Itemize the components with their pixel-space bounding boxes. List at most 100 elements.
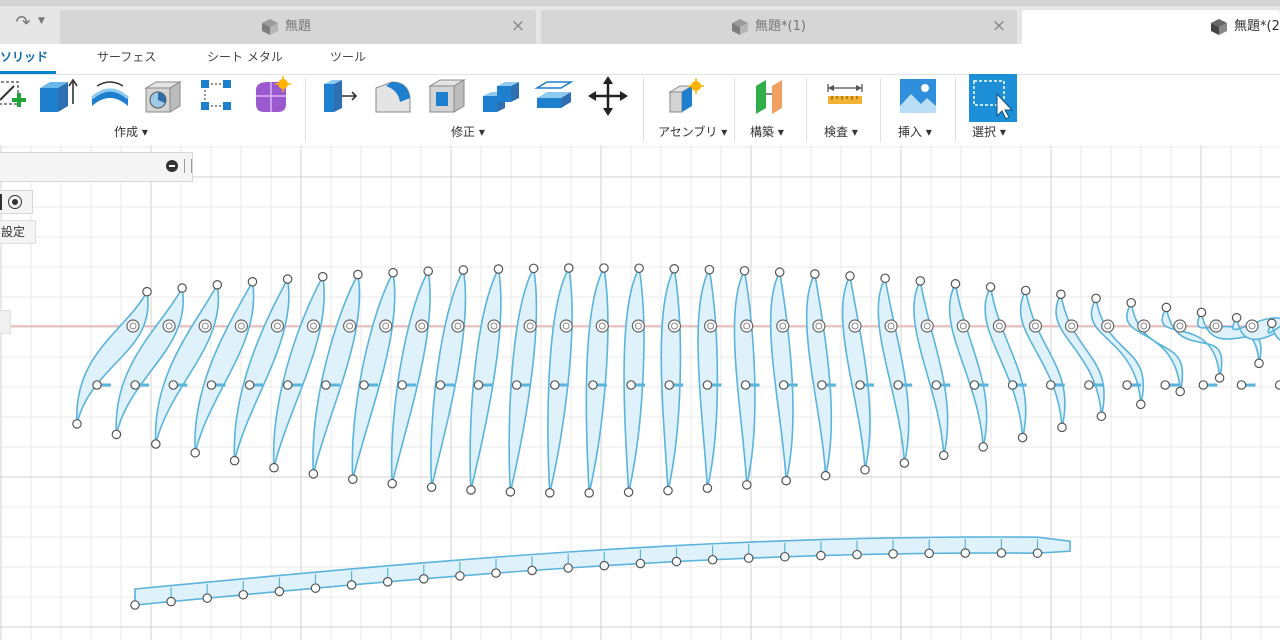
origin-point[interactable] [162, 319, 176, 333]
origin-point-inner[interactable] [382, 322, 390, 330]
bottom-point[interactable] [781, 475, 791, 486]
origin-point-inner[interactable] [1104, 322, 1112, 330]
top-point[interactable] [212, 279, 223, 290]
spar-point[interactable] [274, 586, 285, 597]
combine-icon[interactable] [479, 76, 521, 116]
insert-image-icon[interactable] [897, 76, 939, 116]
top-point[interactable] [563, 263, 574, 273]
create-form-icon[interactable] [250, 76, 292, 116]
origin-point-inner[interactable] [707, 322, 715, 330]
bottom-point[interactable] [347, 474, 358, 484]
spar-point[interactable] [202, 593, 212, 603]
top-point[interactable] [950, 279, 961, 289]
origin-point[interactable] [884, 319, 898, 333]
mid-point[interactable] [282, 380, 293, 390]
origin-point[interactable] [920, 319, 934, 333]
top-point[interactable] [634, 263, 644, 274]
top-point[interactable] [880, 273, 890, 284]
top-point[interactable] [985, 282, 996, 292]
document-tab-3-active[interactable]: 無題*(2 [1022, 10, 1280, 44]
origin-point-inner[interactable] [634, 322, 642, 330]
origin-point-inner[interactable] [851, 322, 859, 330]
origin-point[interactable] [451, 319, 465, 333]
mid-point[interactable] [931, 380, 942, 390]
origin-point-inner[interactable] [995, 322, 1003, 330]
origin-point-inner[interactable] [1032, 322, 1039, 330]
panel-grip-icon[interactable] [184, 159, 192, 173]
spar-point[interactable] [671, 556, 682, 567]
origin-point[interactable] [956, 319, 970, 333]
top-point[interactable] [599, 263, 609, 273]
mid-point[interactable] [855, 380, 865, 390]
spar-point[interactable] [816, 550, 826, 561]
mid-point[interactable] [893, 380, 903, 390]
origin-point[interactable] [740, 319, 754, 333]
top-point[interactable] [282, 274, 293, 284]
origin-point-inner[interactable] [562, 322, 570, 330]
mid-point[interactable] [626, 380, 636, 390]
bottom-point[interactable] [899, 458, 910, 468]
mid-point[interactable] [1084, 380, 1094, 390]
mid-point[interactable] [511, 380, 522, 390]
mid-point[interactable] [1236, 380, 1247, 390]
panel-stub[interactable] [0, 310, 11, 334]
move-icon[interactable] [587, 76, 629, 116]
bottom-point[interactable] [820, 470, 831, 481]
tab-solid[interactable]: ソリッド [0, 50, 49, 64]
group-modify-label[interactable]: 修正 ▾ [451, 125, 485, 139]
bottom-point[interactable] [860, 464, 870, 475]
tab-sheet-metal[interactable]: シート メタル [207, 50, 283, 64]
spar-point[interactable] [527, 565, 537, 576]
spar-point[interactable] [960, 548, 971, 558]
spar-profile[interactable] [130, 536, 1071, 610]
origin-point-inner[interactable] [418, 322, 426, 330]
mid-point[interactable] [244, 380, 255, 390]
top-point[interactable] [528, 263, 539, 274]
mid-point[interactable] [549, 380, 560, 390]
bottom-point[interactable] [308, 469, 319, 479]
bottom-point[interactable] [1057, 422, 1067, 433]
top-point[interactable] [353, 269, 363, 280]
bottom-point[interactable] [938, 450, 949, 461]
origin-point[interactable] [343, 319, 357, 333]
mid-point[interactable] [778, 380, 789, 390]
group-inspect-label[interactable]: 検査 ▾ [824, 125, 858, 139]
mid-point[interactable] [206, 380, 217, 390]
settings-button[interactable]: 設定 [0, 220, 36, 244]
mid-point[interactable] [817, 380, 827, 390]
origin-point[interactable] [487, 319, 501, 333]
top-point[interactable] [669, 264, 680, 274]
create-sketch-icon[interactable] [0, 76, 36, 116]
shell-icon[interactable] [426, 76, 468, 116]
bottom-point[interactable] [741, 480, 752, 490]
origin-point[interactable] [559, 319, 573, 333]
origin-point[interactable] [992, 319, 1007, 333]
origin-point[interactable] [306, 319, 321, 333]
origin-point-inner[interactable] [273, 322, 281, 330]
origin-point-inner[interactable] [201, 322, 209, 330]
fillet-icon[interactable] [372, 76, 414, 116]
origin-point[interactable] [1064, 319, 1079, 333]
spar-point[interactable] [563, 563, 573, 573]
origin-point-inner[interactable] [454, 322, 462, 330]
top-point[interactable] [1267, 318, 1277, 329]
bottom-point[interactable] [1017, 432, 1028, 443]
origin-point[interactable] [667, 319, 682, 333]
origin-point-inner[interactable] [310, 322, 317, 330]
close-icon[interactable]: × [991, 16, 1007, 36]
origin-point[interactable] [379, 319, 393, 333]
top-point[interactable] [1056, 289, 1066, 300]
mid-point[interactable] [359, 380, 369, 390]
mid-point[interactable] [740, 380, 751, 390]
origin-point[interactable] [1209, 319, 1223, 333]
group-create-label[interactable]: 作成 ▾ [114, 125, 148, 139]
spar-point[interactable] [599, 560, 610, 571]
bottom-point[interactable] [1136, 399, 1146, 410]
hole-icon[interactable] [142, 76, 184, 116]
bottom-point[interactable] [1096, 411, 1107, 422]
top-point[interactable] [1196, 307, 1207, 318]
origin-point-inner[interactable] [815, 322, 823, 330]
bottom-point[interactable] [978, 442, 988, 452]
spar-point[interactable] [635, 558, 646, 569]
top-point[interactable] [142, 286, 152, 297]
